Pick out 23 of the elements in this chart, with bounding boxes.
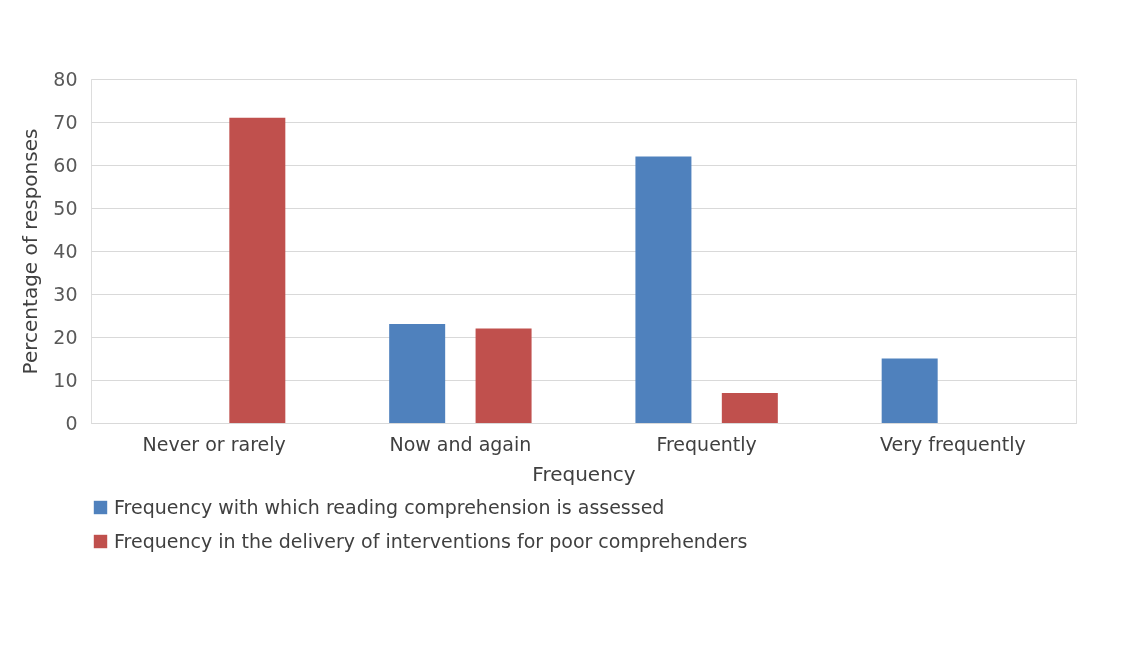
y-tick-label: 50 (53, 196, 78, 219)
y-axis-title: Percentage of responses (18, 128, 43, 375)
x-axis-title: Frequency (532, 461, 636, 486)
legend-label: Frequency in the delivery of interventions for poor comprehenders (114, 529, 748, 552)
x-tick-label: Frequently (656, 432, 757, 455)
legend-label: Frequency with which reading comprehension is assessed (114, 495, 665, 518)
bar (389, 324, 446, 423)
y-tick-label: 40 (53, 239, 78, 262)
y-tick-label: 0 (65, 411, 78, 434)
x-tick-label: Now and again (389, 432, 532, 455)
y-tick-label: 30 (53, 282, 78, 305)
bar (635, 156, 692, 423)
y-tick-label: 80 (53, 67, 78, 90)
bar (475, 328, 532, 423)
y-tick-label: 10 (53, 368, 78, 391)
bar (881, 358, 938, 423)
x-tick-label: Very frequently (879, 432, 1026, 455)
x-tick-label: Never or rarely (142, 432, 286, 455)
y-tick-label: 60 (53, 153, 78, 176)
y-tick-label: 70 (53, 110, 78, 133)
y-tick-label: 20 (53, 325, 78, 348)
bar (229, 117, 286, 423)
bar (721, 392, 778, 423)
